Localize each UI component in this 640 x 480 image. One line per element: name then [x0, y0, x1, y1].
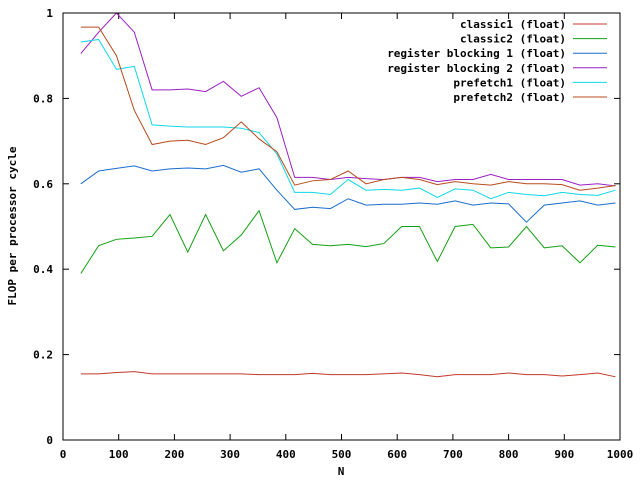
series-line-5 [80, 38, 616, 200]
series-line-4 [80, 12, 616, 187]
y-axis-label: FLOP per processor cycle [6, 146, 19, 305]
legend-label: register blocking 2 (float) [387, 62, 566, 75]
x-tick-label: 0 [60, 448, 67, 461]
y-tick-label: 0 [46, 434, 53, 447]
y-tick-label: 0.6 [33, 178, 53, 191]
y-tick-label: 0.2 [33, 349, 53, 362]
legend-label: classic1 (float) [460, 18, 566, 31]
legend-label: classic2 (float) [460, 33, 566, 46]
y-tick-label: 1 [46, 7, 53, 20]
x-tick-label: 700 [443, 448, 463, 461]
x-tick-label: 900 [554, 448, 574, 461]
legend-label: register blocking 1 (float) [387, 47, 566, 60]
legend-label: prefetch2 (float) [453, 91, 566, 104]
plot-frame [62, 12, 621, 441]
x-axis-label: N [338, 465, 345, 478]
series-line-1 [80, 371, 616, 378]
series-lines [80, 12, 616, 378]
series-line-3 [80, 164, 616, 223]
x-tick-label: 200 [164, 448, 184, 461]
x-tick-label: 600 [387, 448, 407, 461]
x-tick-label: 500 [332, 448, 352, 461]
tick-labels: 0 100 200 300 400 500 600 700 800 900 1000 0 0.2 0.4 0… [33, 7, 633, 461]
x-tick-label: 800 [499, 448, 519, 461]
y-tick-label: 0.4 [33, 263, 53, 276]
x-tick-label: 100 [109, 448, 129, 461]
series-line-2 [80, 209, 616, 274]
legend-label: prefetch1 (float) [453, 76, 566, 89]
x-tick-label: 400 [276, 448, 296, 461]
y-tick-label: 0.8 [33, 92, 53, 105]
series-line-6 [80, 26, 616, 191]
x-tick-label: 1000 [607, 448, 634, 461]
legend: classic1 (float)classic2 (float)register… [387, 18, 607, 104]
x-tick-label: 300 [220, 448, 240, 461]
